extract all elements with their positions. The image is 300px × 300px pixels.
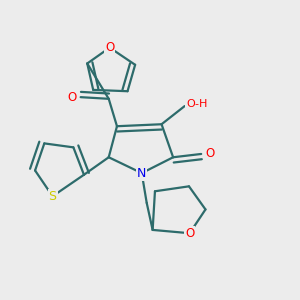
Text: O: O [68, 91, 77, 104]
Text: O: O [185, 227, 194, 240]
Text: O: O [205, 148, 214, 160]
Text: S: S [49, 190, 57, 203]
Text: O: O [105, 41, 114, 54]
Text: O-H: O-H [186, 99, 208, 110]
Text: N: N [137, 167, 146, 180]
